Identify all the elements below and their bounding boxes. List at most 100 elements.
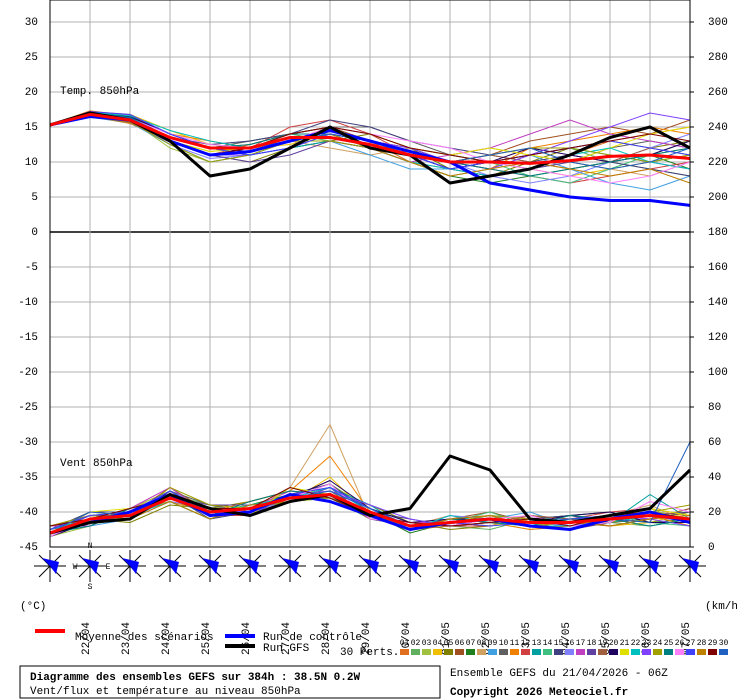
- compass-s: S: [88, 583, 93, 592]
- legend-label: Run GFS: [263, 643, 310, 655]
- rose-petal: [202, 558, 219, 574]
- wind-line: [49, 493, 691, 535]
- wind-rose: [154, 550, 186, 582]
- legend-label: 13: [532, 639, 542, 648]
- y2-tick-label: 20: [708, 507, 721, 519]
- wind-rose: [34, 550, 66, 582]
- wind-rose: [74, 550, 106, 582]
- legend-label: Run de contrôle: [263, 632, 362, 644]
- y-tick-label: 10: [25, 157, 38, 169]
- wind-rose: [394, 550, 426, 582]
- wind-rose: [114, 550, 146, 582]
- legend-label: 25: [664, 639, 674, 648]
- legend-swatch: [565, 649, 574, 655]
- legend-label: 15: [554, 639, 564, 648]
- rose-petal: [522, 558, 539, 574]
- y2-tick-label: 120: [708, 332, 728, 344]
- legend-label: 11: [510, 639, 520, 648]
- legend-label: 23: [642, 639, 652, 648]
- wind-rose: [194, 550, 226, 582]
- x-tick-label: 23/04: [121, 622, 133, 655]
- rose-petal: [642, 558, 659, 574]
- y2-tick-label: 0: [708, 542, 715, 554]
- y-tick-label: 20: [25, 87, 38, 99]
- legend-swatch: [697, 649, 706, 655]
- temperature-line: [49, 111, 691, 185]
- y-tick-label: -30: [18, 437, 38, 449]
- legend-swatch: [477, 649, 486, 655]
- wind-rose: [274, 550, 306, 582]
- legend-swatch: [444, 649, 453, 655]
- legend-swatch: [543, 649, 552, 655]
- rose-petal: [122, 558, 139, 574]
- rose-petal: [282, 558, 299, 574]
- y2-tick-label: 180: [708, 227, 728, 239]
- legend-swatch: [598, 649, 607, 655]
- rose-petal: [82, 558, 99, 574]
- run-info: Ensemble GEFS du 21/04/2026 - 06Z: [450, 668, 668, 680]
- y2-tick-label: 60: [708, 437, 721, 449]
- y-tick-label: -40: [18, 507, 38, 519]
- x-tick-label: 24/04: [161, 622, 173, 655]
- rose-petal: [482, 558, 499, 574]
- x-tick-label: 07/05: [681, 622, 693, 655]
- legend-label: 01: [400, 639, 410, 648]
- temperature-line: [49, 112, 691, 165]
- copyright: Copyright 2026 Meteociel.fr: [450, 687, 628, 699]
- legend-swatch: [532, 649, 541, 655]
- legend-swatch: [642, 649, 651, 655]
- wind-rose: [594, 550, 626, 582]
- y-tick-label: 30: [25, 17, 38, 29]
- legend-swatch: [400, 649, 409, 655]
- x-tick-label: 29/04: [361, 622, 373, 655]
- rose-petal: [562, 558, 579, 574]
- perturbations-label: 30 Perts.: [340, 647, 399, 659]
- legend-swatch: [686, 649, 695, 655]
- rose-petal: [362, 558, 379, 574]
- plot-frame: [49, 0, 691, 548]
- legend-label: 03: [422, 639, 432, 648]
- wind-rose: [314, 550, 346, 582]
- wind-rose: [474, 550, 506, 582]
- legend-label: 22: [631, 639, 641, 648]
- x-tick-label: 04/05: [561, 622, 573, 655]
- legend-label: 21: [620, 639, 630, 648]
- legend-swatch: [488, 649, 497, 655]
- legend-label: 29: [708, 639, 718, 648]
- legend-label: 05: [444, 639, 454, 648]
- legend-swatch: [411, 649, 420, 655]
- y2-unit: (km/h): [705, 601, 740, 613]
- legend-swatch: [675, 649, 684, 655]
- legend-label: 10: [499, 639, 509, 648]
- rose-petal: [242, 558, 259, 574]
- x-tick-label: 06/05: [641, 622, 653, 655]
- legend-label: 30: [719, 639, 729, 648]
- rose-petal: [442, 558, 459, 574]
- x-tick-label: 26/04: [241, 622, 253, 655]
- compass-n: N: [88, 542, 93, 551]
- x-tick-label: 27/04: [281, 622, 293, 655]
- legend-label: 02: [411, 639, 421, 648]
- y2-tick-label: 100: [708, 367, 728, 379]
- wind-annotation: Vent 850hPa: [60, 458, 133, 470]
- wind-rose: [674, 550, 706, 582]
- legend-swatch: [455, 649, 464, 655]
- wind-roses: [34, 550, 706, 582]
- y-tick-label: -15: [18, 332, 38, 344]
- compass-w: W: [73, 563, 78, 572]
- legend-label: 19: [598, 639, 608, 648]
- caption-subtitle: Vent/flux et température au niveau 850hP…: [30, 686, 301, 698]
- legend-label: 24: [653, 639, 663, 648]
- wind-rose: [634, 550, 666, 582]
- legend-label: 07: [466, 639, 476, 648]
- legend-label: 16: [565, 639, 575, 648]
- legend-label: 28: [697, 639, 707, 648]
- y2-tick-label: 280: [708, 52, 728, 64]
- legend-label: 20: [609, 639, 619, 648]
- legend-swatch: [653, 649, 662, 655]
- y2-tick-label: 240: [708, 122, 728, 134]
- legend-swatch: [521, 649, 530, 655]
- y-unit: (°C): [20, 601, 46, 613]
- wind-rose: [234, 550, 266, 582]
